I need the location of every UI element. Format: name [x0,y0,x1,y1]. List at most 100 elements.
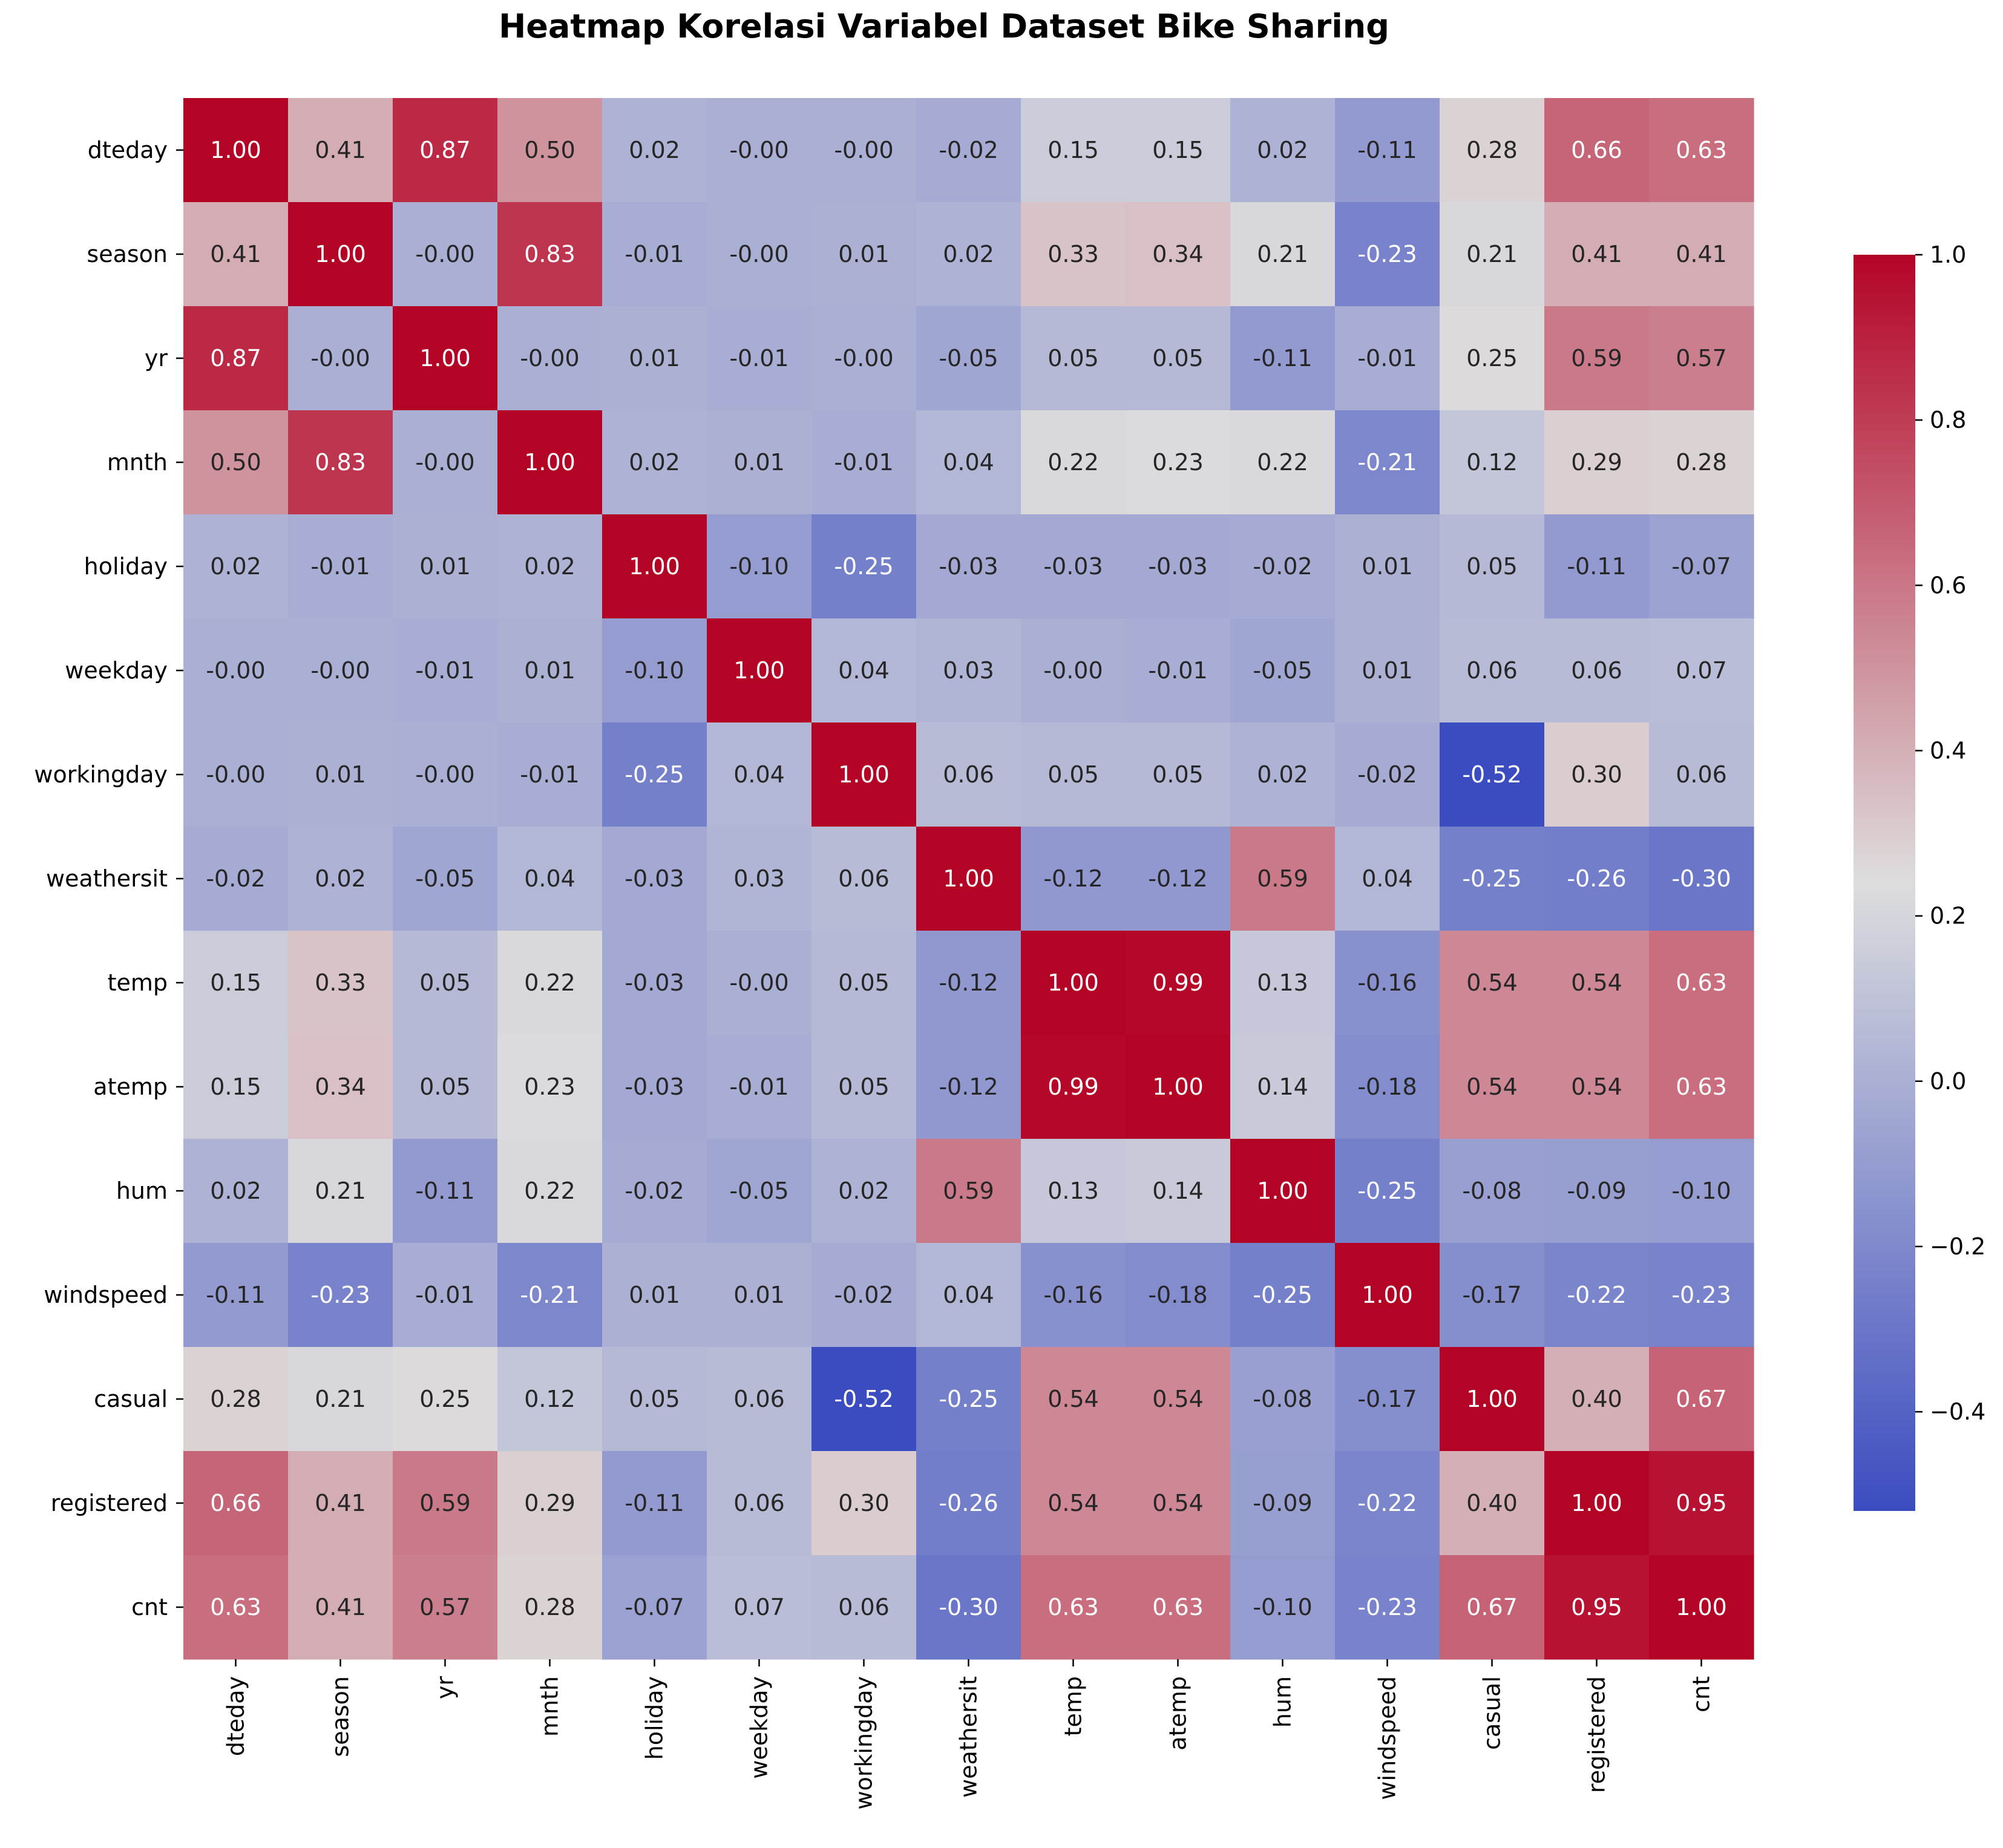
cell-value-label: -0.01 [834,449,893,476]
heatmap-cell-atemp-hum [1230,1035,1336,1139]
cell-value-label: 0.63 [1676,1073,1727,1100]
cell-value-label: 0.05 [1047,761,1099,788]
cell-value-label: 0.02 [629,449,680,476]
colorbar-tick-label: 1.0 [1930,241,1966,268]
cell-value-label: 0.12 [524,1386,575,1412]
heatmap-cell-hum-dteday [183,1139,289,1243]
heatmap-cell-yr-hum [1230,306,1336,411]
cell-value-label: 0.63 [210,1594,261,1620]
cell-value-label: 0.02 [315,865,366,892]
heatmap-cell-atemp-dteday [183,1035,289,1139]
cell-value-label: -0.23 [1357,1594,1417,1620]
heatmap-cell-cnt-yr [393,1555,498,1660]
cell-value-label: 0.54 [1047,1386,1099,1412]
cell-value-label: -0.03 [939,553,998,580]
heatmap-cell-dteday-weathersit [916,98,1021,203]
cell-value-label: -0.01 [1148,657,1207,684]
cell-value-label: 0.06 [733,1490,785,1516]
cell-value-label: 0.50 [524,137,575,163]
heatmap-cell-windspeed-dteday [183,1243,289,1348]
y-tick-label-windspeed: windspeed [44,1282,168,1308]
cell-value-label: 0.28 [1466,137,1518,163]
heatmap-cell-workingday-season [288,722,393,827]
cell-value-label: 0.04 [524,865,575,892]
cell-value-label: -0.16 [1357,969,1417,996]
y-tick-label-weathersit: weathersit [46,865,168,892]
heatmap-cell-workingday-yr [393,722,498,827]
heatmap-cell-atemp-casual [1440,1035,1545,1139]
heatmap-cell-season-casual [1440,202,1545,307]
colorbar-tick-label: 0.2 [1930,903,1966,929]
heatmap-cell-holiday-holiday [602,514,707,619]
heatmap-cell-casual-mnth [497,1347,603,1452]
y-tick-label-yr: yr [145,345,168,372]
heatmap-cell-weekday-weathersit [916,618,1021,723]
heatmap-cell-season-registered [1544,202,1650,307]
cell-value-label: 0.83 [524,241,575,267]
colorbar-gradient [1854,255,1915,1511]
cell-value-label: 0.33 [315,969,366,996]
cell-value-label: 0.30 [1571,761,1622,788]
heatmap-cell-weathersit-weekday [707,827,812,931]
heatmap-cell-hum-workingday [811,1139,917,1243]
heatmap-cell-workingday-holiday [602,722,707,827]
heatmap-cell-dteday-holiday [602,98,707,203]
heatmap-cell-mnth-atemp [1126,410,1231,515]
cell-value-label: 0.07 [733,1594,785,1620]
heatmap-cell-windspeed-temp [1021,1243,1126,1348]
cell-value-label: 1.00 [524,449,575,476]
heatmap-cell-dteday-hum [1230,98,1336,203]
heatmap-cell-casual-season [288,1347,393,1452]
heatmap-cell-season-holiday [602,202,707,307]
heatmap-cell-hum-atemp [1126,1139,1231,1243]
cell-value-label: -0.18 [1357,1073,1417,1100]
cell-value-label: 0.34 [1152,241,1204,267]
heatmap-cell-season-temp [1021,202,1126,307]
cell-value-label: 1.00 [1152,1073,1204,1100]
cell-value-label: -0.01 [625,241,684,267]
heatmap-cell-workingday-windspeed [1335,722,1440,827]
cell-value-label: -0.03 [625,865,684,892]
cell-value-label: 0.14 [1152,1178,1204,1204]
heatmap-cell-weathersit-yr [393,827,498,931]
cell-value-label: -0.02 [1253,553,1312,580]
cell-value-label: 0.04 [838,657,890,684]
cell-value-label: 0.41 [315,1490,366,1516]
heatmap-cell-season-weekday [707,202,812,307]
heatmap-cell-weekday-windspeed [1335,618,1440,723]
heatmap-cell-cnt-hum [1230,1555,1336,1660]
heatmap-cell-workingday-temp [1021,722,1126,827]
cell-value-label: -0.00 [520,345,579,372]
cell-value-label: 1.00 [1257,1178,1308,1204]
cell-value-label: -0.23 [1357,241,1417,267]
heatmap-cell-hum-weekday [707,1139,812,1243]
heatmap-cell-cnt-dteday [183,1555,289,1660]
heatmap-cell-casual-cnt [1649,1347,1754,1452]
cell-value-label: -0.07 [625,1594,684,1620]
heatmap-cell-casual-yr [393,1347,498,1452]
heatmap-cell-weekday-registered [1544,618,1650,723]
heatmap-cell-yr-dteday [183,306,289,411]
cell-value-label: -0.00 [834,345,893,372]
x-tick-label-windspeed: windspeed [1374,1676,1401,1800]
heatmap-cell-yr-atemp [1126,306,1231,411]
y-tick-label-weekday: weekday [65,657,168,684]
x-tick-label-season: season [327,1676,354,1757]
cell-value-label: -0.00 [729,137,788,163]
heatmap-cell-windspeed-hum [1230,1243,1336,1348]
x-tick-label-cnt: cnt [1688,1676,1715,1712]
cell-value-label: 0.02 [629,137,680,163]
cell-value-label: -0.26 [939,1490,998,1516]
cell-value-label: 0.15 [1047,137,1099,163]
cell-value-label: -0.22 [1357,1490,1417,1516]
heatmap-cell-hum-hum [1230,1139,1336,1243]
cell-value-label: 0.02 [943,241,994,267]
heatmap-cell-casual-holiday [602,1347,707,1452]
heatmap-cell-atemp-weekday [707,1035,812,1139]
heatmap-cell-season-hum [1230,202,1336,307]
cell-value-label: -0.00 [415,449,474,476]
cell-value-label: -0.10 [1253,1594,1312,1620]
cell-value-label: -0.00 [206,761,265,788]
cell-value-label: 0.02 [1257,761,1308,788]
